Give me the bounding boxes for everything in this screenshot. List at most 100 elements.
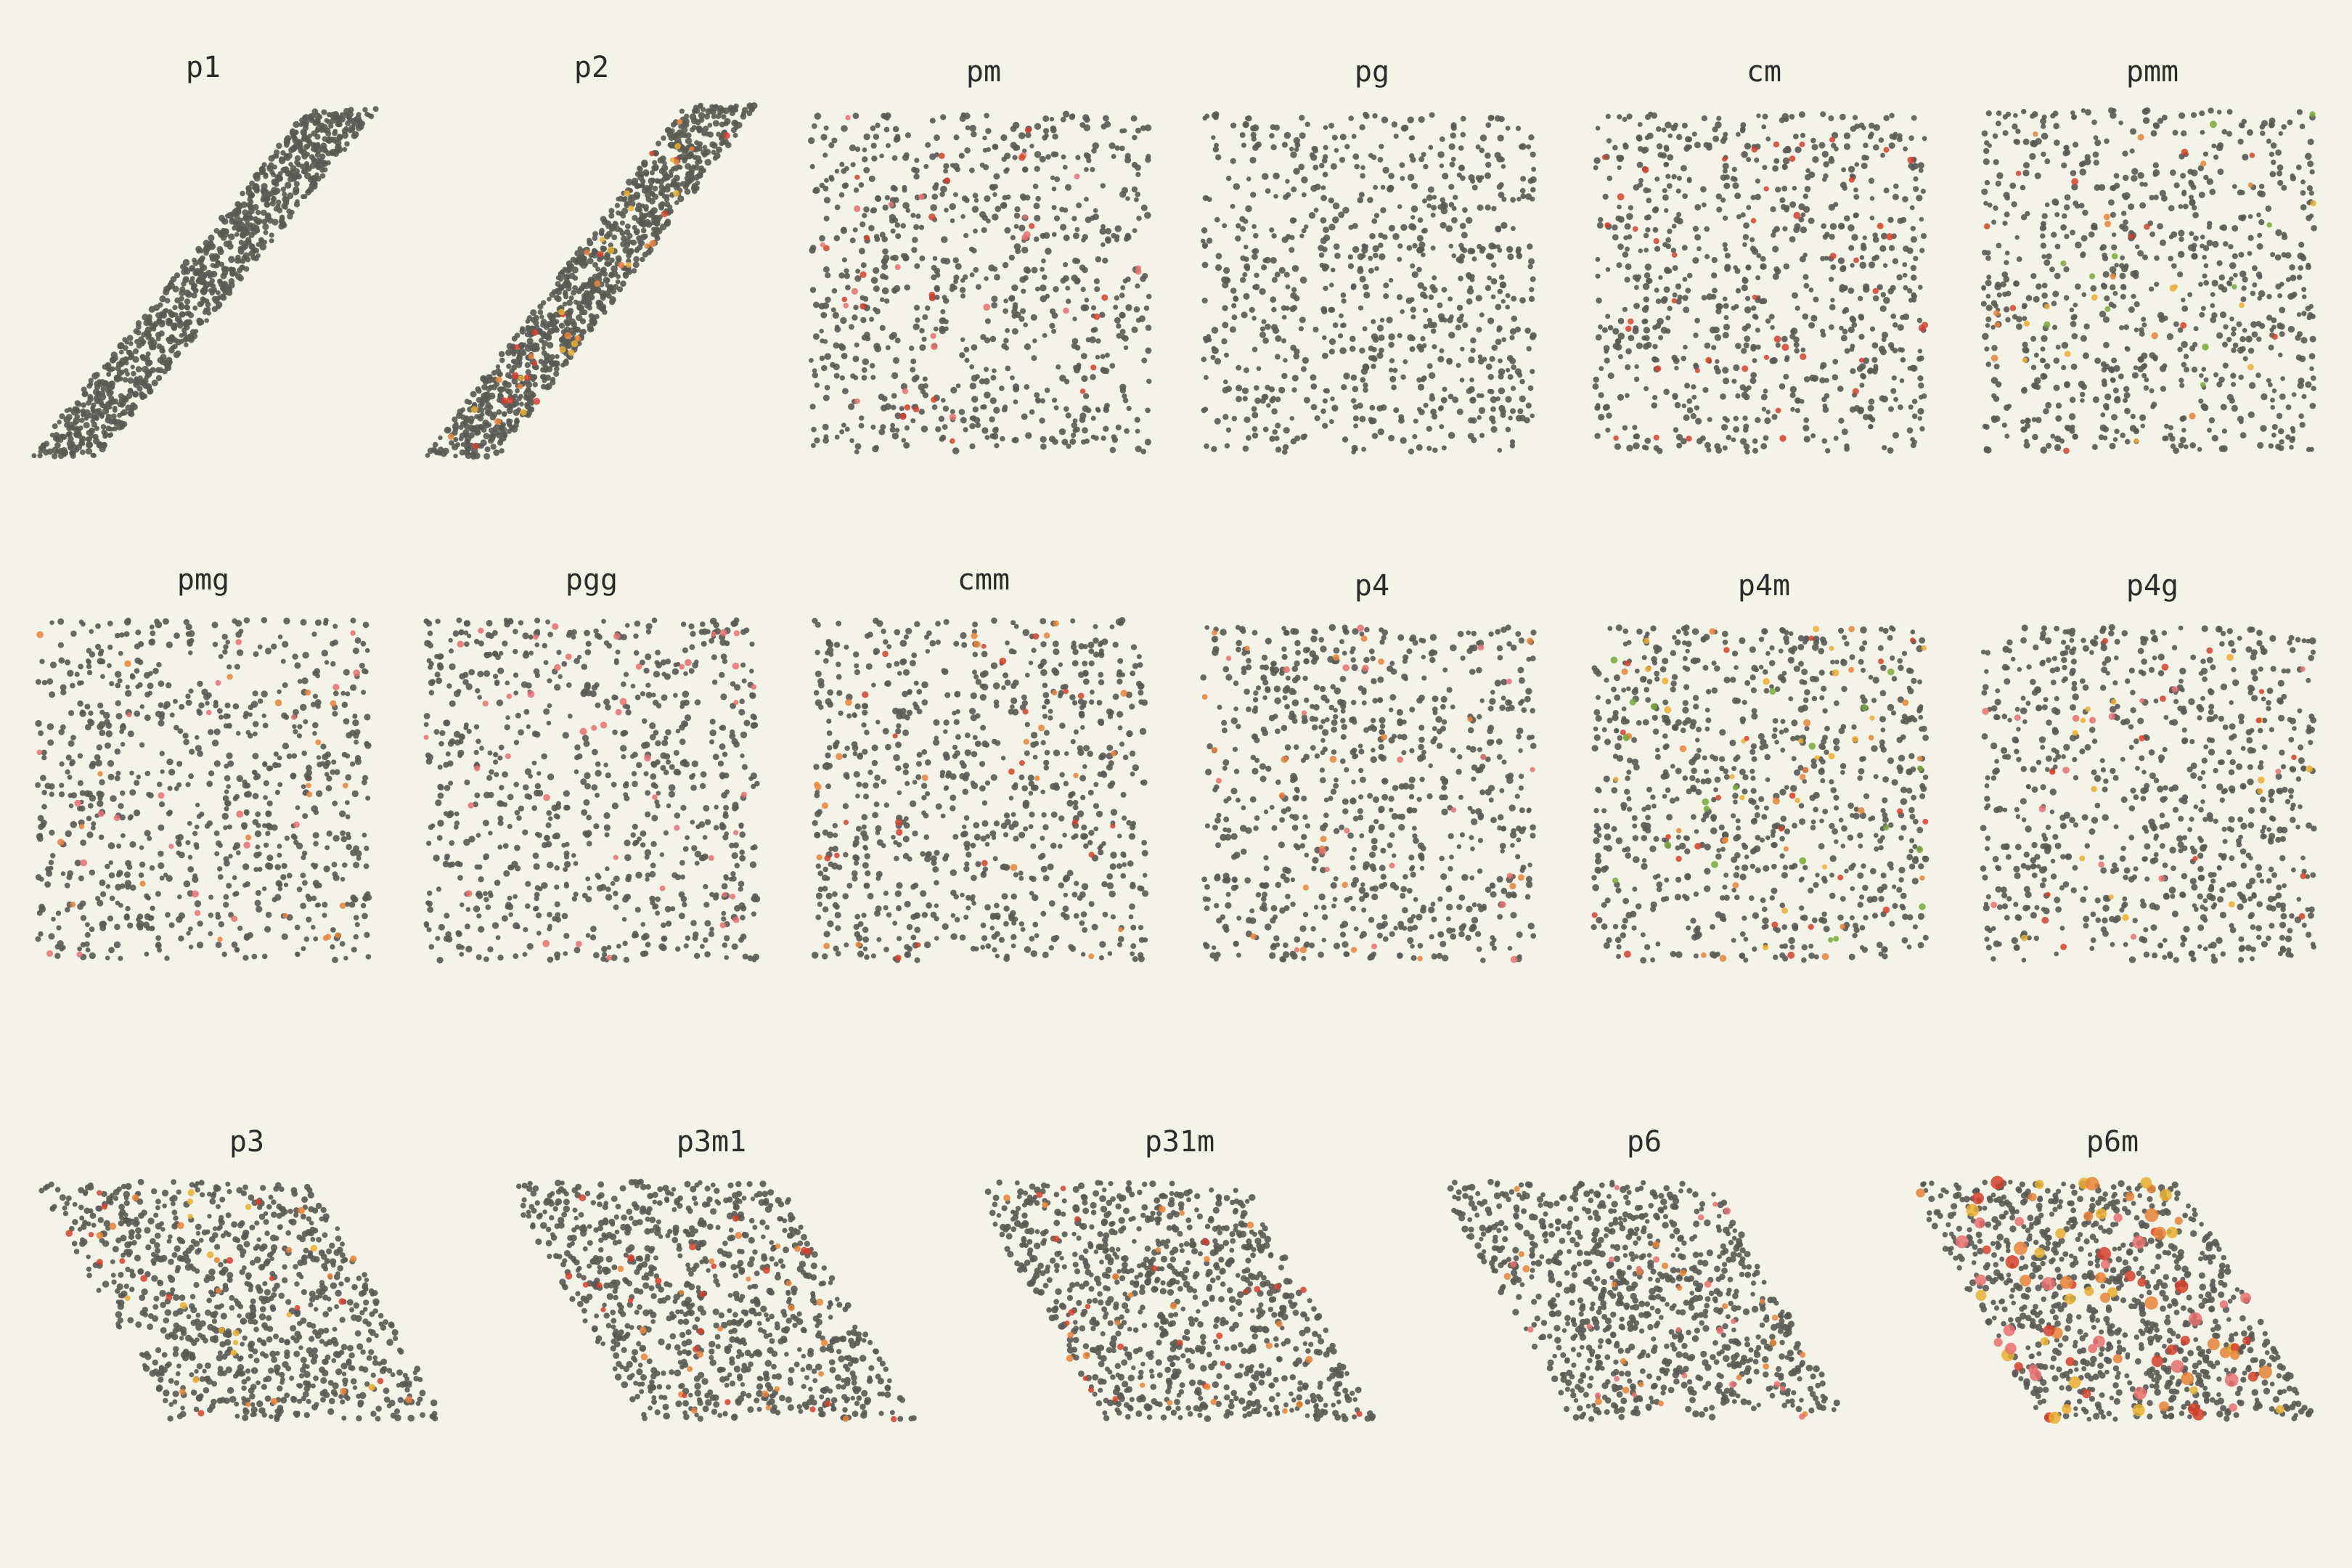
- pattern-point: [1471, 184, 1478, 191]
- pattern-point: [992, 427, 999, 434]
- pattern-point: [984, 337, 991, 343]
- pattern-point: [2275, 229, 2282, 237]
- pattern-point: [220, 295, 227, 301]
- pattern-point: [1002, 261, 1009, 269]
- pattern-accent-point: [1858, 357, 1864, 363]
- pattern-point: [893, 197, 899, 203]
- pattern-point: [2279, 306, 2286, 314]
- pattern-point: [1641, 319, 1647, 324]
- pattern-point: [2200, 243, 2205, 249]
- pattern-point: [886, 143, 891, 148]
- pattern-point: [493, 429, 500, 436]
- pattern-point: [1416, 266, 1422, 273]
- pattern-point: [524, 332, 530, 338]
- pattern-point: [2309, 366, 2314, 371]
- pattern-point: [1510, 408, 1516, 415]
- pattern-point: [703, 126, 709, 132]
- pattern-point: [881, 396, 888, 402]
- pattern-pg: [1200, 111, 1537, 455]
- pattern-point: [2299, 355, 2306, 362]
- pattern-point: [1755, 417, 1761, 423]
- pattern-point: [368, 113, 375, 120]
- pattern-point: [1250, 131, 1257, 138]
- pattern-point: [1794, 408, 1800, 414]
- pattern-point: [123, 368, 129, 373]
- pattern-point: [1224, 277, 1231, 284]
- pattern-point: [941, 236, 948, 243]
- pattern-point: [258, 237, 264, 243]
- pattern-point: [1519, 395, 1526, 403]
- pattern-point: [1510, 385, 1516, 391]
- pattern-point: [1842, 307, 1850, 314]
- pattern-point: [1784, 357, 1789, 362]
- pattern-point: [821, 364, 828, 372]
- pattern-point: [919, 327, 925, 334]
- pattern-point: [427, 447, 434, 454]
- pattern-point: [342, 147, 348, 152]
- pattern-point: [634, 230, 640, 236]
- pattern-point: [1053, 151, 1059, 158]
- pattern-point: [1114, 225, 1122, 232]
- pattern-point: [1856, 365, 1863, 372]
- pattern-point: [1285, 179, 1290, 184]
- pattern-point: [65, 414, 73, 421]
- pattern-point: [841, 422, 846, 428]
- pattern-point: [1399, 162, 1405, 168]
- pattern-point: [1508, 415, 1513, 421]
- pattern-point: [2181, 305, 2189, 312]
- pattern-point: [1373, 253, 1379, 258]
- pattern-point: [1002, 195, 1008, 200]
- pattern-point: [1360, 367, 1368, 375]
- pattern-point: [1372, 113, 1378, 119]
- pattern-point: [1274, 271, 1281, 278]
- pattern-point: [1011, 284, 1018, 292]
- pattern-point: [1242, 396, 1248, 401]
- pattern-point: [1439, 424, 1445, 430]
- pattern-point: [1021, 288, 1026, 294]
- pattern-point: [1784, 145, 1791, 152]
- pattern-accent-point: [626, 261, 632, 268]
- pattern-point: [1201, 298, 1208, 304]
- pattern-point: [1368, 417, 1374, 422]
- pattern-point: [1808, 322, 1816, 329]
- pattern-point: [2206, 178, 2213, 185]
- pattern-point: [973, 266, 979, 273]
- pattern-point: [1362, 326, 1368, 332]
- pattern-point: [1283, 358, 1288, 363]
- pattern-point: [2180, 173, 2186, 179]
- pattern-point: [57, 448, 65, 454]
- pattern-point: [1410, 205, 1418, 213]
- pattern-point: [1222, 414, 1229, 420]
- pattern-point: [1755, 275, 1761, 281]
- pattern-point: [1116, 323, 1122, 329]
- pattern-point: [1352, 404, 1359, 410]
- pattern-point: [862, 156, 868, 163]
- pattern-point: [824, 178, 829, 183]
- pattern-point: [1427, 321, 1434, 329]
- pattern-point: [1828, 203, 1835, 211]
- pattern-point: [1230, 287, 1237, 294]
- pattern-point: [1448, 202, 1455, 208]
- pattern-point: [1352, 415, 1359, 422]
- pattern-point: [220, 234, 227, 241]
- pattern-point: [1281, 236, 1289, 243]
- pattern-point: [1918, 382, 1924, 389]
- pattern-point: [2252, 282, 2258, 287]
- pattern-point: [1723, 215, 1728, 221]
- pattern-point: [2046, 253, 2052, 260]
- pattern-point: [1439, 136, 1445, 142]
- pattern-point: [1920, 188, 1926, 195]
- pattern-point: [2218, 274, 2225, 281]
- pattern-point: [2016, 256, 2022, 262]
- pattern-point: [1109, 363, 1116, 369]
- pattern-point: [1060, 224, 1067, 231]
- pattern-point: [1283, 131, 1291, 139]
- pattern-point: [1069, 438, 1077, 445]
- pattern-accent-point: [1672, 252, 1678, 258]
- pattern-point: [981, 427, 989, 434]
- pattern-point: [636, 235, 642, 242]
- pattern-accent-point: [1750, 218, 1757, 224]
- pattern-point: [624, 200, 629, 206]
- pattern-point: [1720, 393, 1726, 400]
- pattern-point: [1144, 438, 1151, 446]
